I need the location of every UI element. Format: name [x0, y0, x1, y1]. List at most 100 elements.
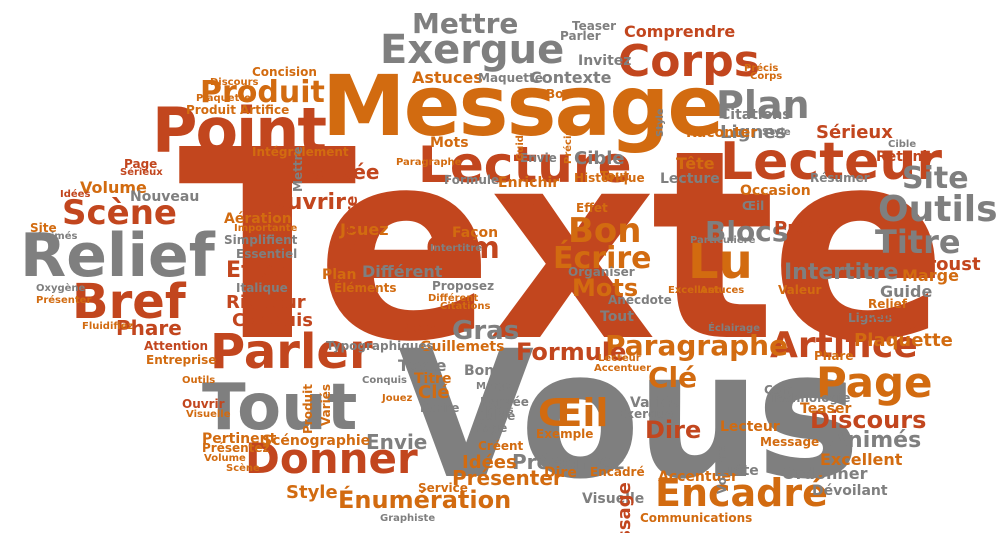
word-entreprise: Entreprise [146, 353, 217, 367]
word-jouez: Jouez [340, 220, 389, 239]
word-ordonner: Ordonner [782, 464, 868, 483]
word-paragraphe: Paragraphe [605, 329, 789, 362]
word-com: Com [426, 231, 500, 266]
word-precis-small: Précis [744, 63, 779, 74]
word-formule-small: Formule [444, 173, 500, 187]
word-presenter: Présenter [452, 466, 563, 490]
word-plan: Plan [716, 83, 810, 127]
word-bon-small2: Bon [464, 363, 495, 379]
word-corps: Corps [618, 36, 760, 87]
word-ecrire-small: Écrire [420, 401, 460, 415]
word-com-small: Com [764, 383, 794, 397]
word-proposez: Proposez [432, 279, 495, 293]
word-integralement: Intégralement [252, 145, 349, 159]
word-cle: Clé [648, 361, 698, 394]
word-effet: Effet [226, 258, 285, 283]
word-presentez-small: Présentez [202, 441, 270, 455]
word-intertitre: Intertitre [784, 260, 899, 285]
word-cible-vertical: Cible [383, 91, 394, 120]
word-service: Service [418, 481, 468, 495]
word-titre-small: Titre [414, 371, 452, 387]
word-oeil-small: Œil [742, 199, 765, 213]
word-lecture-vertical: Lecture [342, 195, 361, 264]
word-guide-small: Guide [476, 409, 516, 423]
word-artifice-small: Artifice [240, 103, 290, 117]
word-guide-vertical: Guide [515, 128, 526, 161]
word-communications: Communications [640, 511, 753, 525]
word-parler-small: Parler [560, 29, 601, 43]
word-exergue: Exergue [380, 27, 565, 73]
word-enumeration: Énumération [338, 486, 512, 514]
word-intertitre-small: Intertitre [430, 243, 483, 254]
word-style-vertical: Style [655, 108, 666, 137]
word-lecteur-small: Lecteur [720, 419, 780, 435]
word-cle-small: Clé [418, 382, 450, 403]
word-fluidifiez-small: Fluidifiez [82, 321, 134, 332]
word-envie-small: Envie [520, 151, 557, 165]
word-importante: Importante [234, 223, 298, 234]
word-ouvrir-small: Ouvrir [182, 397, 225, 411]
word-mots-mid: Mots [486, 405, 514, 416]
word-effet-small: Effet [576, 201, 608, 215]
word-serieux-small: Sérieux [120, 167, 163, 178]
word-lu: Lu [688, 234, 753, 290]
word-donner: Donner [245, 434, 418, 483]
word-excellent-small: Excellent [668, 285, 720, 296]
word-marge-small: Marge [476, 381, 512, 392]
word-invitez: Invitez [578, 53, 632, 69]
word-plaquette: Plaquette [854, 330, 953, 351]
word-page: Page [816, 358, 933, 407]
word-cible: Cible [574, 148, 625, 169]
word-facon: Façon [452, 225, 499, 241]
word-visuelle: Visuelle [582, 491, 645, 507]
word-message-small: Message [760, 435, 820, 449]
word-pensee-small: Pensée [480, 395, 529, 409]
word-tout: Tout [202, 371, 358, 445]
word-volume-vertical: Volume [715, 443, 729, 494]
word-bref-small: Bref [508, 193, 542, 209]
word-lecture: Lecture [418, 136, 632, 194]
word-astuces: Astuces [412, 68, 483, 87]
word-service-small: Visuelle [186, 409, 231, 420]
word-message-vertical: Message [614, 482, 635, 533]
word-corps-small: Corps [750, 71, 783, 82]
word-jouez-small: Jouez [382, 393, 413, 404]
word-style-small: Style [762, 127, 791, 138]
word-texte-small: Texte [398, 356, 447, 375]
word-teaser-small: Teaser [572, 19, 617, 33]
word-produit-vertical: Produit [301, 384, 315, 434]
word-encadre: Encadré [655, 471, 828, 515]
word-scenographie: Scénographie [262, 433, 371, 449]
word-retenir: Retenir [876, 149, 935, 165]
word-relief-small: Relief [868, 297, 907, 311]
word-astuces-small: Astuces [700, 285, 745, 296]
word-attention: Attention [144, 339, 209, 353]
word-creent: Créent [478, 439, 524, 453]
word-message: Message [322, 57, 724, 155]
word-organiser: Organiser [568, 265, 635, 279]
word-italique: Italique [236, 281, 288, 295]
word-marge: Marge [902, 266, 959, 285]
word-plaquette-small: Plaquette [196, 93, 251, 104]
word-bon: Bon [568, 211, 642, 251]
word-elements: Éléments [334, 281, 397, 295]
word-page-small2: Page [474, 421, 508, 435]
word-graphiste: Graphiste [380, 513, 436, 524]
word-bon-small: Bon [546, 87, 572, 101]
word-idees: Idées [462, 452, 517, 473]
word-scene-small: Scène [226, 463, 260, 474]
word-fluidifiez: Fluidifiez [836, 316, 919, 335]
word-plan-small: Plan [322, 267, 357, 283]
word-bref: Bref [72, 274, 186, 330]
word-concision: Concision [252, 65, 317, 79]
word-dire-small: Dire [544, 465, 577, 481]
word-occasion: Occasion [740, 183, 811, 199]
word-rigueur: Rigueur [226, 292, 306, 313]
word-essentiel: Essentiel [236, 247, 298, 261]
word-envie: Envie [366, 430, 428, 454]
word-mettre-vertical: Mettre [291, 146, 305, 192]
word-raconter: Raconter [686, 125, 758, 141]
word-presenter-small: Présenter [36, 295, 92, 306]
word-devoilant: Dévoilant [812, 483, 888, 499]
